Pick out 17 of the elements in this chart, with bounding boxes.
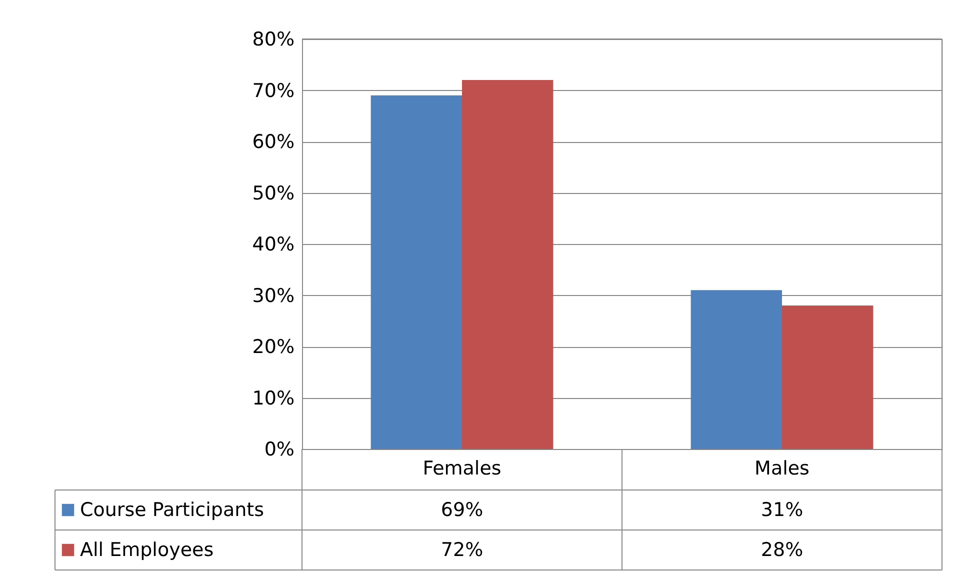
y-tick-label: 40% xyxy=(252,234,294,256)
legend-label: Course Participants xyxy=(80,499,264,521)
y-tick-label: 50% xyxy=(252,182,294,204)
y-tick-label: 20% xyxy=(252,336,294,358)
y-tick-label: 0% xyxy=(264,438,294,460)
y-tick-label: 10% xyxy=(252,387,294,410)
x-tick-label: Females xyxy=(422,458,502,480)
x-tick-label: Males xyxy=(754,458,810,480)
y-tick-label: 80% xyxy=(252,28,294,50)
y-tick-label: 70% xyxy=(252,80,294,102)
data-label: 28% xyxy=(760,539,804,561)
data-label: 69% xyxy=(440,499,484,521)
y-tick-label: 60% xyxy=(252,131,294,153)
data-label: 72% xyxy=(440,539,484,561)
y-tick-label: 30% xyxy=(252,284,294,307)
legend-label: All Employees xyxy=(80,539,214,561)
data-label: 31% xyxy=(760,499,804,521)
